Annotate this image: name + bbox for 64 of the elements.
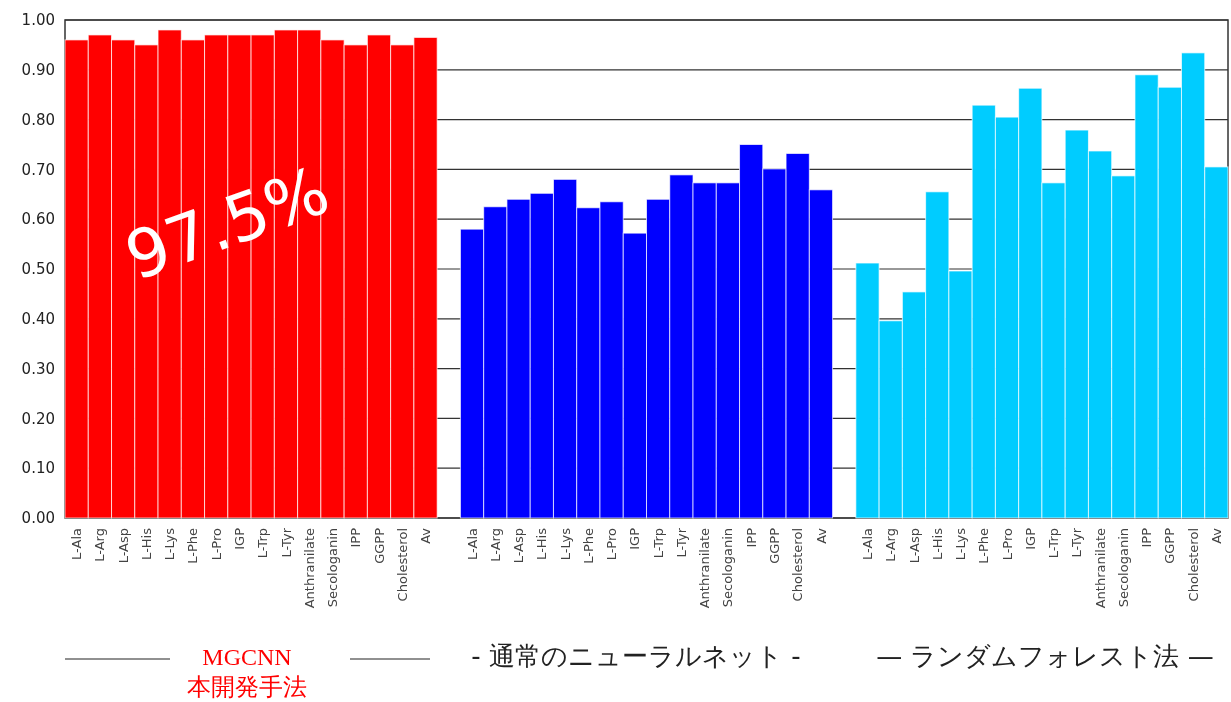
x-tick-label: L-Asp: [511, 528, 527, 564]
x-tick-label: GGPP: [1162, 527, 1178, 564]
y-tick-label: 0.60: [21, 210, 55, 229]
y-tick-label: 0.40: [21, 310, 55, 329]
x-tick-label: IPP: [743, 527, 759, 548]
x-tick-label: IGP: [1022, 527, 1038, 550]
x-tick-label: Av: [418, 527, 434, 544]
x-tick-label: Anthranilate: [697, 528, 713, 609]
y-tick-label: 0.20: [21, 409, 55, 428]
y-tick-label: 0.30: [21, 359, 55, 378]
x-tick-label: L-Pro: [208, 527, 224, 561]
x-tick-label: L-Pro: [999, 527, 1015, 561]
y-tick-label: 0.50: [21, 260, 55, 279]
x-tick-label: L-Tyr: [673, 527, 689, 558]
annotation: 97.5%: [115, 151, 339, 296]
x-tick-label: Secologanin: [720, 528, 736, 608]
x-tick-label: L-Tyr: [1069, 527, 1085, 558]
y-tick-label: 1.00: [21, 11, 55, 30]
x-tick-label: L-His: [534, 527, 550, 560]
x-tick-label: Cholesterol: [1185, 528, 1201, 602]
x-tick-label: L-His: [929, 527, 945, 560]
x-tick-label: L-Ala: [464, 528, 480, 560]
y-tick-label: 0.80: [21, 110, 55, 129]
x-tick-label: L-Arg: [487, 528, 503, 562]
text: 本開発手法: [187, 674, 307, 700]
x-tick-label: L-Phe: [580, 528, 596, 564]
x-tick-label: Av: [1208, 527, 1224, 544]
y-tick-label: 0.70: [21, 160, 55, 179]
x-tick-label: L-Phe: [976, 528, 992, 564]
x-tick-label: L-Asp: [115, 528, 131, 564]
x-tick-label: GGPP: [766, 527, 782, 564]
x-tick-label: L-Tyr: [278, 527, 294, 558]
y-tick-label: 0.10: [21, 459, 55, 478]
x-tick-label: IGP: [627, 527, 643, 550]
x-tick-label: Cholesterol: [790, 528, 806, 602]
text: - 通常のニューラルネット -: [471, 641, 801, 671]
x-tick-label: Cholesterol: [394, 528, 410, 602]
x-tick-label: L-Ala: [69, 528, 85, 560]
x-tick-label: L-Arg: [883, 528, 899, 562]
x-tick-label: L-Lys: [953, 527, 969, 561]
x-tick-label: L-Trp: [650, 528, 666, 559]
x-tick-label: L-Arg: [92, 528, 108, 562]
text: MGCNN: [202, 644, 292, 670]
x-tick-label: L-Pro: [604, 527, 620, 561]
x-tick-label: L-Trp: [255, 528, 271, 559]
x-tick-label: L-Ala: [860, 528, 876, 560]
x-tick-label: IPP: [348, 527, 364, 548]
x-tick-label: L-Phe: [185, 528, 201, 564]
x-tick-label: Secologanin: [325, 528, 341, 608]
x-tick-label: GGPP: [371, 527, 387, 564]
x-tick-label: L-Asp: [906, 528, 922, 564]
x-tick-label: Anthranilate: [301, 528, 317, 609]
text: — ランダムフォレスト法 —: [876, 641, 1214, 671]
x-tick-label: L-His: [138, 527, 154, 560]
y-tick-label: 0.90: [21, 61, 55, 80]
y-tick-label: 0.00: [21, 509, 55, 528]
x-tick-label: Anthranilate: [1092, 528, 1108, 609]
x-tick-label: L-Lys: [162, 527, 178, 561]
x-tick-label: Av: [813, 527, 829, 544]
x-tick-label: L-Trp: [1046, 528, 1062, 559]
x-tick-label: IGP: [232, 527, 247, 550]
x-tick-label: IPP: [1139, 527, 1155, 548]
x-tick-label: L-Lys: [557, 527, 573, 561]
x-tick-label: Secologanin: [1115, 528, 1131, 608]
